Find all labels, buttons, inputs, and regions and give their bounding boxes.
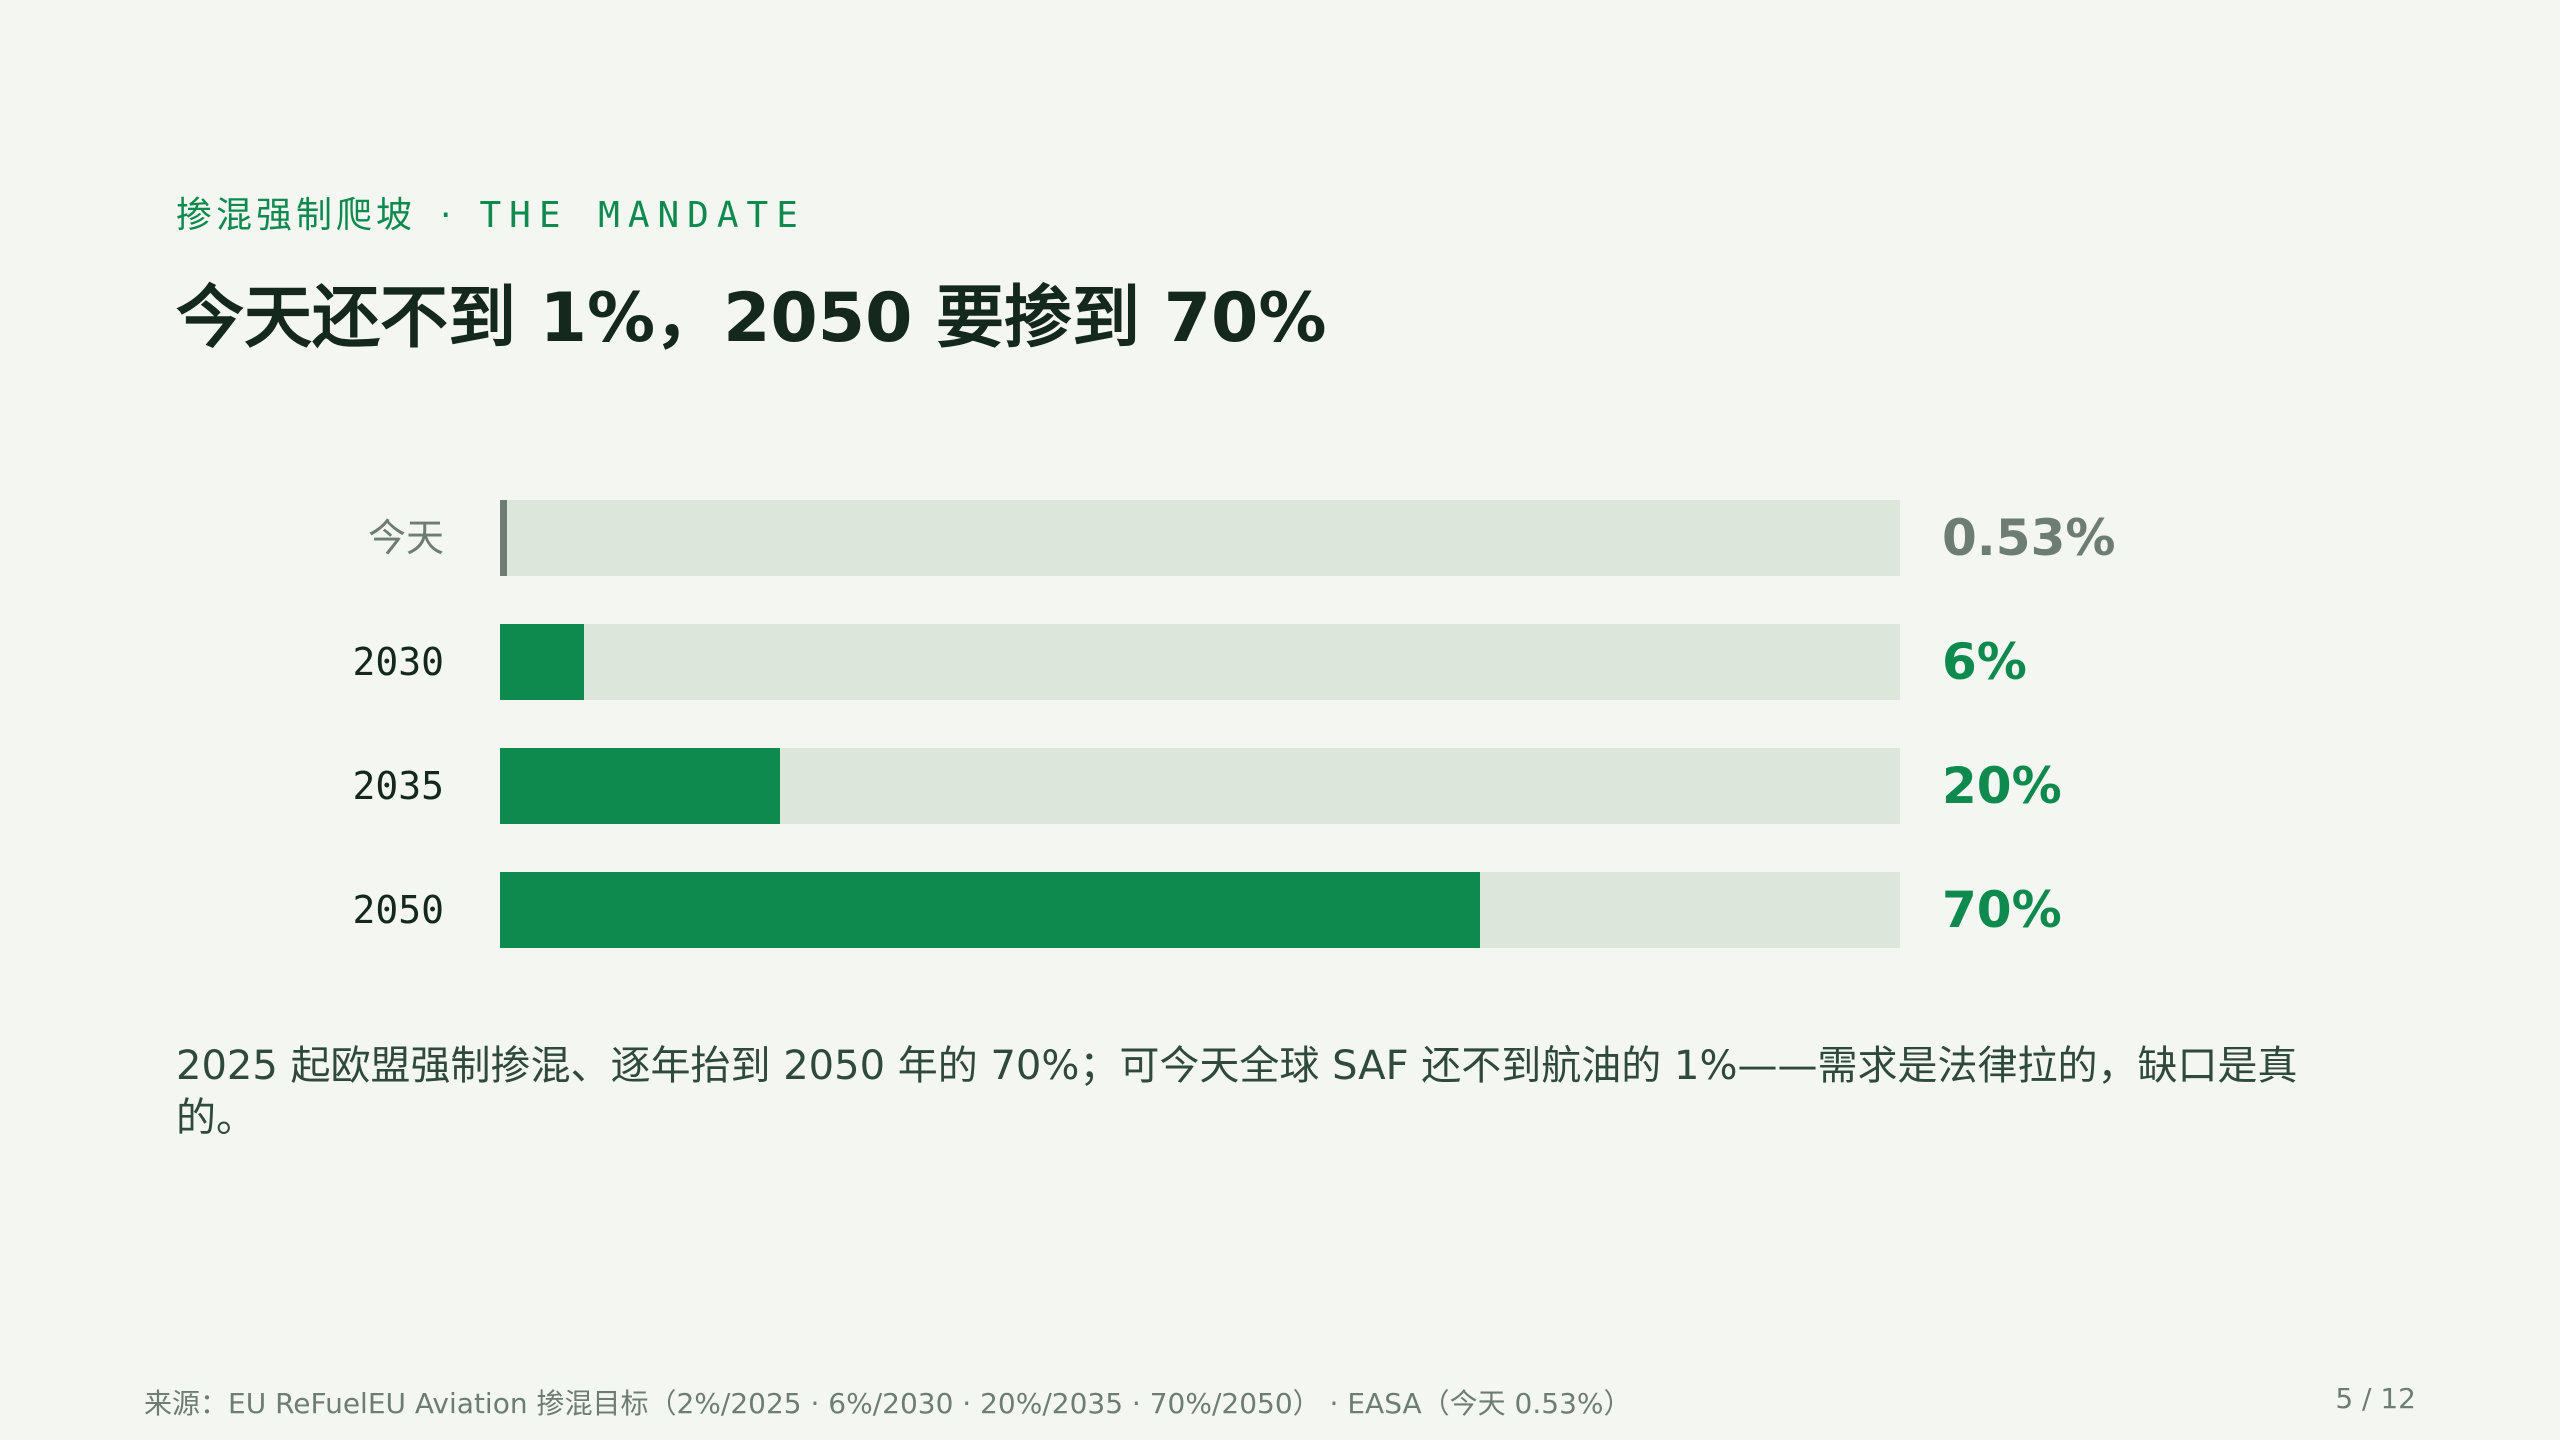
bar-fill-today [500, 500, 508, 576]
bar-value-2030: 6% [1942, 633, 2027, 691]
bar-value-2035: 20% [1942, 757, 2062, 815]
body-text: 2025 起欧盟强制掺混、逐年抬到 2050 年的 70%；可今天全球 SAF … [176, 1043, 2298, 1141]
bar-label-2050: 2050 [352, 888, 444, 932]
bar-value-2050: 70% [1942, 881, 2062, 939]
eyebrow-cn: 掺混强制爬坡 [176, 195, 417, 236]
bar-value-today: 0.53% [1942, 509, 2116, 567]
bar-track-2035 [500, 748, 1900, 824]
bar-track-2030 [500, 624, 1900, 700]
eyebrow: 掺混强制爬坡 · THE MANDATE [176, 186, 806, 238]
page-title: 今天还不到 1%，2050 要掺到 70% [176, 279, 1327, 358]
bar-fill-2050 [500, 872, 1480, 948]
bar-label-2030: 2030 [352, 640, 444, 684]
eyebrow-en: THE MANDATE [479, 195, 806, 236]
source-note: 来源：EU ReFuelEU Aviation 掺混目标（2%/2025 · 6… [144, 1387, 1632, 1420]
bar-fill-2035 [500, 748, 780, 824]
page-number: 5 / 12 [2335, 1382, 2416, 1415]
bar-fill-2030 [500, 624, 584, 700]
bar-track-today [500, 500, 1900, 576]
eyebrow-separator: · [440, 195, 456, 236]
bar-track-2050 [500, 872, 1900, 948]
bar-label-today: 今天 [367, 516, 444, 560]
bar-label-2035: 2035 [352, 764, 444, 808]
